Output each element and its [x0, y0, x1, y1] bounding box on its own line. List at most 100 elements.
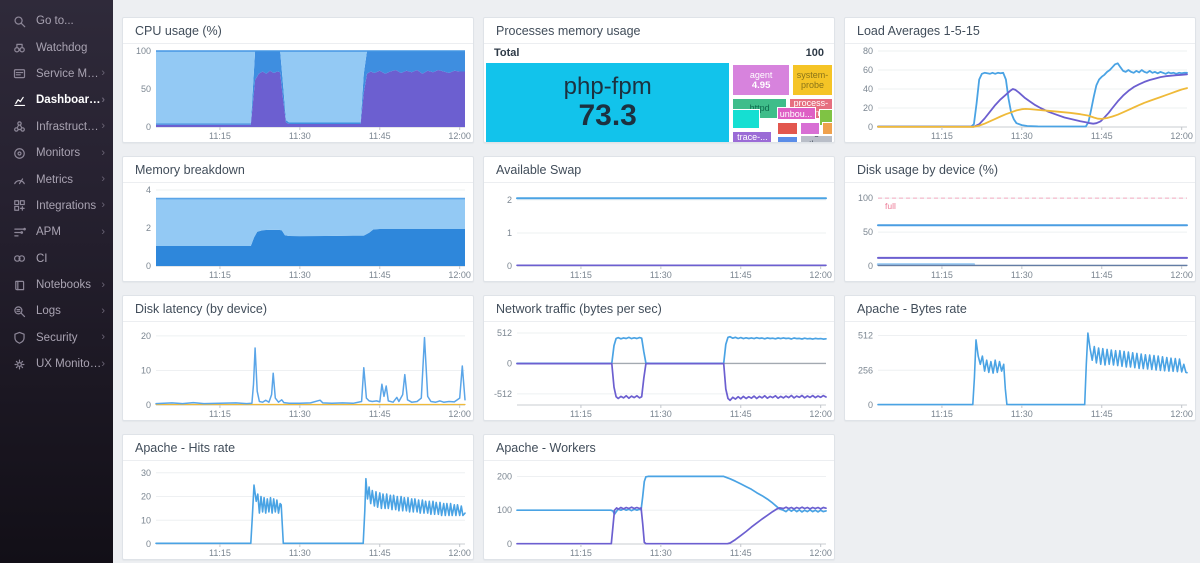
chart-area: 0 256 512 11:15 11:30 11:45 12:00: [845, 322, 1195, 421]
treemap-tile[interactable]: [776, 135, 799, 142]
chevron-right-icon: ›: [101, 93, 105, 106]
widget-apache-hits-rate[interactable]: Apache - Hits rate 0 10 20 30 11:15 11:30 11:45…: [122, 434, 474, 560]
chevron-right-icon: ›: [101, 331, 105, 344]
chart-area: 0 10 20 11:15 11:30 11:45 12:00: [123, 322, 473, 421]
svg-text:11:45: 11:45: [1091, 270, 1113, 280]
tile-label: trace-...: [737, 131, 768, 142]
widget-disk-usage-by-device[interactable]: Disk usage by device (%) 0 50 100 full 11:15 1…: [844, 156, 1196, 282]
widget-title: Network traffic (bytes per sec): [484, 296, 834, 322]
svg-text:0: 0: [507, 358, 512, 368]
treemap-tile-agent[interactable]: agent 4.95: [732, 64, 790, 96]
sidebar-item-apm[interactable]: APM ›: [0, 219, 113, 245]
sidebar-item-service-mgmt[interactable]: Service Mgmt ›: [0, 61, 113, 87]
sidebar-item-label: Logs: [36, 305, 61, 318]
svg-text:11:45: 11:45: [369, 131, 391, 141]
widget-processes-memory-usage[interactable]: Processes memory usage Total 100 php-fpm 73.…: [483, 17, 835, 143]
svg-text:0: 0: [507, 539, 512, 549]
treemap-tile[interactable]: [800, 121, 820, 135]
tile-label: agent: [749, 69, 773, 80]
tile-label: httpd: [748, 103, 772, 113]
svg-text:11:30: 11:30: [1011, 131, 1033, 141]
svg-text:20: 20: [141, 492, 151, 502]
sidebar-item-ux-monitoring[interactable]: UX Monitoring›: [0, 351, 113, 377]
treemap-tile-8-othe[interactable]: 8 othe...: [800, 134, 833, 142]
svg-text:11:45: 11:45: [1091, 131, 1113, 141]
svg-text:12:00: 12:00: [448, 270, 471, 280]
svg-text:100: 100: [136, 46, 151, 56]
sidebar-item-monitors[interactable]: Monitors ›: [0, 140, 113, 166]
svg-text:60: 60: [863, 65, 873, 75]
process-value: 73.3: [578, 98, 637, 132]
treemap-tile-php-fpm[interactable]: php-fpm 73.3: [485, 62, 731, 142]
chevron-right-icon: ›: [101, 199, 105, 212]
svg-text:2: 2: [146, 223, 151, 233]
svg-text:11:15: 11:15: [209, 270, 231, 280]
chart-canvas[interactable]: 0 10 20 11:15 11:30 11:45 12:00: [123, 322, 473, 421]
svg-text:11:30: 11:30: [289, 409, 311, 419]
chart-area: 0 100 200 11:15 11:30 11:45 12:00: [484, 461, 834, 560]
svg-text:512: 512: [497, 328, 512, 338]
sidebar-item-infrastructure[interactable]: Infrastructure ›: [0, 114, 113, 140]
sidebar-item-watchdog[interactable]: Watchdog: [0, 34, 113, 60]
chart-area: 0 10 20 30 11:15 11:30 11:45 12:00: [123, 461, 473, 560]
chart-canvas[interactable]: 0 20 40 60 80 11:15 11:30 11:45 12:00: [845, 44, 1195, 143]
widget-load-averages-1-5-15[interactable]: Load Averages 1-5-15 0 20 40 60 80 11:15 11:30 1…: [844, 17, 1196, 143]
treemap-tile[interactable]: [732, 108, 761, 130]
treemap-tile-system-probe[interactable]: system-probe: [791, 64, 833, 96]
svg-text:0: 0: [146, 400, 151, 410]
sidebar: Go to... Watchdog Service Mgmt › Dashboards ›…: [0, 0, 113, 563]
sidebar-item-security[interactable]: Security ›: [0, 325, 113, 351]
svg-text:100: 100: [497, 505, 512, 515]
svg-text:full: full: [885, 201, 896, 211]
sidebar-item-label: Monitors: [36, 147, 81, 160]
widget-disk-latency-by-device[interactable]: Disk latency (by device) 0 10 20 11:15 11:30 1…: [122, 295, 474, 421]
chart-area: 0 20 40 60 80 11:15 11:30 11:45 12:00: [845, 44, 1195, 143]
widget-memory-breakdown[interactable]: Memory breakdown 0 2 4 11:15 11:30 11:45 12:00: [122, 156, 474, 282]
chart-canvas[interactable]: 0 2 4 11:15 11:30 11:45 12:00: [123, 183, 473, 282]
svg-text:11:45: 11:45: [730, 548, 752, 558]
treemap-tile[interactable]: [776, 121, 799, 135]
svg-text:11:45: 11:45: [730, 270, 752, 280]
treemap-tile-trace[interactable]: trace-...: [732, 130, 773, 142]
sidebar-item-logs[interactable]: Logs ›: [0, 298, 113, 324]
chart-canvas[interactable]: 0 256 512 11:15 11:30 11:45 12:00: [845, 322, 1195, 421]
tile-value: 4.95: [751, 79, 771, 91]
treemap-header: Total 100: [484, 44, 834, 62]
sidebar-item-label: APM: [36, 226, 61, 239]
sidebar-item-notebooks[interactable]: Notebooks ›: [0, 272, 113, 298]
chart-canvas[interactable]: 0 50 100 full 11:15 11:30 11:45 12:00: [845, 183, 1195, 282]
chevron-right-icon: ›: [101, 146, 105, 159]
chevron-right-icon: ›: [101, 120, 105, 133]
widget-apache-bytes-rate[interactable]: Apache - Bytes rate 0 256 512 11:15 11:30 11:4…: [844, 295, 1196, 421]
chart-canvas[interactable]: 0 1 2 11:15 11:30 11:45 12:00: [484, 183, 834, 282]
chart-canvas[interactable]: 0 10 20 30 11:15 11:30 11:45 12:00: [123, 461, 473, 560]
widget-title: Load Averages 1-5-15: [845, 18, 1195, 44]
sidebar-item-ci[interactable]: CI: [0, 246, 113, 272]
widget-apache-workers[interactable]: Apache - Workers 0 100 200 11:15 11:30 11:45 12…: [483, 434, 835, 560]
svg-text:10: 10: [141, 365, 151, 375]
chart-canvas[interactable]: 0 100 200 11:15 11:30 11:45 12:00: [484, 461, 834, 560]
svg-text:12:00: 12:00: [809, 409, 832, 419]
svg-text:0: 0: [868, 400, 873, 410]
sidebar-item-label: Go to...: [36, 15, 74, 28]
chevron-right-icon: ›: [101, 278, 105, 291]
chart-canvas[interactable]: -512 0 512 11:15 11:30 11:45 12:00: [484, 322, 834, 421]
treemap-tile-unbou[interactable]: unbou...: [776, 107, 816, 121]
treemap-total-label: Total: [494, 47, 520, 59]
sidebar-item-dashboards[interactable]: Dashboards ›: [0, 87, 113, 113]
integrations-icon: [13, 199, 27, 213]
treemap-tile[interactable]: [821, 121, 833, 135]
svg-text:512: 512: [858, 331, 873, 341]
widget-cpu-usage[interactable]: CPU usage (%) 0 50 100 11:15 11:30 11:45 12:00: [122, 17, 474, 143]
chart-area: 0 2 4 11:15 11:30 11:45 12:00: [123, 183, 473, 282]
widget-network-traffic-bytes-per-sec[interactable]: Network traffic (bytes per sec) -512 0 512 1…: [483, 295, 835, 421]
chart-canvas[interactable]: 0 50 100 11:15 11:30 11:45 12:00: [123, 44, 473, 143]
svg-text:11:15: 11:15: [931, 270, 953, 280]
treemap-area: php-fpm73.3agent4.95system-probehttpdpro…: [485, 62, 833, 142]
sidebar-item-metrics[interactable]: Metrics ›: [0, 166, 113, 192]
sidebar-item-label: Security: [36, 331, 78, 344]
widget-available-swap[interactable]: Available Swap 0 1 2 11:15 11:30 11:45 12:00: [483, 156, 835, 282]
sidebar-item-integrations[interactable]: Integrations ›: [0, 193, 113, 219]
svg-text:11:15: 11:15: [570, 548, 592, 558]
sidebar-item-go-to[interactable]: Go to...: [0, 8, 113, 34]
